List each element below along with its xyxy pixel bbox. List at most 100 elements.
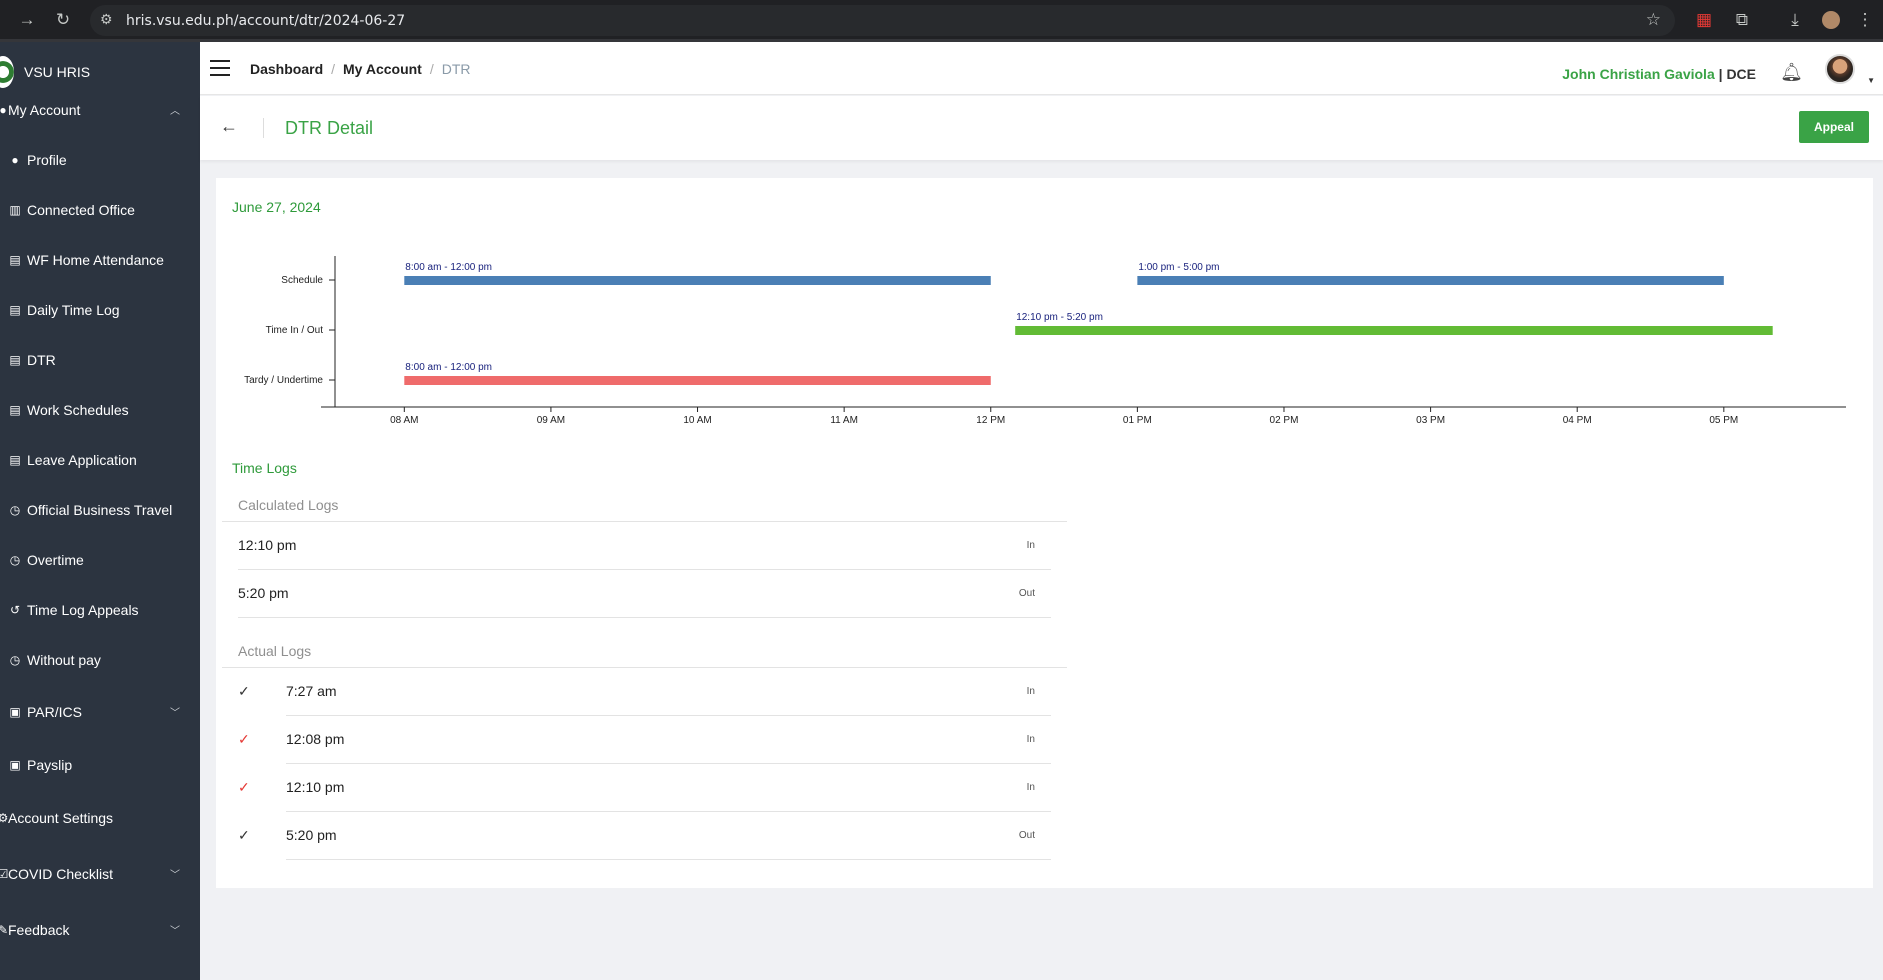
bell-icon[interactable]: 🔔︎ <box>1780 62 1803 82</box>
bookmark-star-icon[interactable]: ☆ <box>1645 10 1661 29</box>
log-time: 12:10 pm <box>286 779 345 795</box>
caret-down-icon[interactable]: ▼ <box>1867 76 1875 85</box>
check-icon: ✓ <box>238 779 250 795</box>
chevron-up-icon[interactable]: ︿ <box>170 106 180 117</box>
page-title: DTR Detail <box>285 118 374 138</box>
id-card-icon: ▣ <box>9 758 21 772</box>
sidebar-item-label: WF Home Attendance <box>27 252 164 268</box>
x-tick-label: 10 AM <box>683 415 711 426</box>
appeal-button[interactable]: Appeal <box>1799 111 1869 143</box>
sidebar-item-profile[interactable]: ● Profile <box>0 140 200 180</box>
dtr-timeline-chart: Schedule Time In / Out Tardy / Undertime 08… <box>244 256 1846 426</box>
brand[interactable]: VSU HRIS <box>0 42 200 102</box>
data-label: 12:10 pm - 5:20 pm <box>1016 312 1103 323</box>
sidebar-item-without-pay[interactable]: ◷ Without pay <box>0 640 200 680</box>
log-time: 12:10 pm <box>238 537 297 553</box>
extensions-puzzle-icon[interactable]: ⧉ <box>1735 10 1749 29</box>
sidebar-item-time-log-appeals[interactable]: ↺ Time Log Appeals <box>0 590 200 630</box>
sidebar-item-account-settings[interactable]: ⚙ Account Settings <box>0 798 200 838</box>
log-direction: In <box>1026 540 1035 551</box>
y-tick-label: Time In / Out <box>266 325 324 336</box>
breadcrumb-dashboard[interactable]: Dashboard <box>250 61 324 77</box>
actual-logs-header: Actual Logs <box>222 631 1067 668</box>
divider <box>263 118 264 138</box>
sidebar: VSU HRIS ● My Account ︿ ● Profile ▥ Connected … <box>0 42 200 980</box>
sidebar-item-feedback[interactable]: ✎ Feedback ﹀ <box>0 910 200 950</box>
sidebar-item-label: Feedback <box>8 922 70 938</box>
calendar-icon: ▤ <box>9 303 21 317</box>
calendar-icon: ▤ <box>9 253 21 267</box>
forward-icon[interactable]: → <box>18 10 36 29</box>
dtr-date: June 27, 2024 <box>232 199 321 215</box>
sidebar-item-daily-time-log[interactable]: ▤ Daily Time Log <box>0 290 200 330</box>
chevron-down-icon[interactable]: ﹀ <box>170 926 180 937</box>
sidebar-item-leave-application[interactable]: ▤ Leave Application <box>0 440 200 480</box>
range-bar <box>1015 326 1773 335</box>
sidebar-item-overtime[interactable]: ◷ Overtime <box>0 540 200 580</box>
sidebar-item-work-schedules[interactable]: ▤ Work Schedules <box>0 390 200 430</box>
download-icon[interactable]: ⤓ <box>1791 10 1799 29</box>
chevron-down-icon[interactable]: ﹀ <box>170 708 180 719</box>
clock-icon: ◷ <box>9 553 21 567</box>
log-time: 5:20 pm <box>238 585 289 601</box>
address-bar[interactable]: ⚙ hris.vsu.edu.ph/account/dtr/2024-06-27… <box>90 5 1675 36</box>
user-circle-icon: ● <box>11 153 19 167</box>
feedback-icon: ✎ <box>0 923 9 937</box>
vsu-logo <box>0 56 14 88</box>
sidebar-item-par-ics[interactable]: ▣ PAR/ICS ﹀ <box>0 692 200 732</box>
data-label: 8:00 am - 12:00 pm <box>405 262 492 273</box>
log-direction: Out <box>1018 588 1035 599</box>
sidebar-item-wf-home-attendance[interactable]: ▤ WF Home Attendance <box>0 240 200 280</box>
dtr-card: June 27, 2024 Schedule Time In / Out Tardy… <box>216 178 1873 888</box>
clock-icon: ◷ <box>9 503 21 517</box>
sidebar-item-label: Connected Office <box>27 202 135 218</box>
menu-dots-icon[interactable]: ⋮ <box>1856 10 1874 29</box>
log-direction: Out <box>1018 830 1035 841</box>
sidebar-item-covid-checklist[interactable]: ☑ COVID Checklist ﹀ <box>0 854 200 894</box>
hamburger-menu-icon[interactable] <box>210 60 230 76</box>
x-tick-label: 12 PM <box>976 415 1005 426</box>
site-info-icon[interactable]: ⚙ <box>100 11 113 27</box>
log-time: 12:08 pm <box>286 731 345 747</box>
chevron-down-icon[interactable]: ﹀ <box>170 870 180 881</box>
sidebar-item-official-business-travel[interactable]: ◷ Official Business Travel <box>0 490 200 530</box>
log-direction: In <box>1026 782 1035 793</box>
sidebar-item-label: Time Log Appeals <box>27 602 139 618</box>
reload-icon[interactable]: ↻ <box>55 10 71 29</box>
list-item: 12:10 pm In <box>238 522 1051 570</box>
building-icon: ▥ <box>9 203 21 217</box>
page-header: ← DTR Detail Appeal <box>200 96 1883 160</box>
sidebar-item-label: Without pay <box>27 652 101 668</box>
user-info[interactable]: John Christian Gaviola | DCE <box>1562 66 1756 82</box>
log-time: 7:27 am <box>286 683 337 699</box>
breadcrumb-my-account[interactable]: My Account <box>343 61 422 77</box>
sidebar-item-connected-office[interactable]: ▥ Connected Office <box>0 190 200 230</box>
url-text[interactable]: hris.vsu.edu.ph/account/dtr/2024-06-27 <box>126 13 406 29</box>
check-icon: ✓ <box>238 731 250 747</box>
x-tick-label: 01 PM <box>1123 415 1152 426</box>
sidebar-item-label: Account Settings <box>8 810 114 826</box>
browser-toolbar: → ↻ ⚙ hris.vsu.edu.ph/account/dtr/2024-0… <box>0 0 1883 42</box>
brand-name: VSU HRIS <box>24 64 91 80</box>
sidebar-item-label: Profile <box>27 152 67 168</box>
sidebar-item-label: My Account <box>8 102 81 118</box>
sidebar-item-label: Leave Application <box>27 452 137 468</box>
x-tick-label: 09 AM <box>537 415 565 426</box>
gear-icon: ⚙ <box>0 811 9 825</box>
id-card-icon: ▣ <box>9 705 21 719</box>
actual-logs-title: Actual Logs <box>238 643 312 659</box>
sidebar-item-label: PAR/ICS <box>27 704 82 720</box>
extension-icon[interactable]: ▦ <box>1695 10 1713 29</box>
list-item: ✓ 5:20 pm Out <box>238 812 1051 860</box>
back-arrow-icon[interactable]: ← <box>220 116 238 136</box>
sidebar-item-label: Overtime <box>27 552 84 568</box>
avatar[interactable] <box>1825 54 1855 84</box>
profile-avatar-icon[interactable] <box>1822 11 1840 29</box>
sidebar-item-payslip[interactable]: ▣ Payslip <box>0 745 200 785</box>
breadcrumb: Dashboard / My Account / DTR <box>250 61 471 77</box>
sidebar-item-label: COVID Checklist <box>8 866 114 882</box>
sidebar-item-label: Official Business Travel <box>27 502 173 518</box>
sidebar-item-my-account[interactable]: ● My Account ︿ <box>0 90 200 130</box>
sidebar-item-dtr[interactable]: ▤ DTR <box>0 340 200 380</box>
clock-icon: ◷ <box>9 653 21 667</box>
